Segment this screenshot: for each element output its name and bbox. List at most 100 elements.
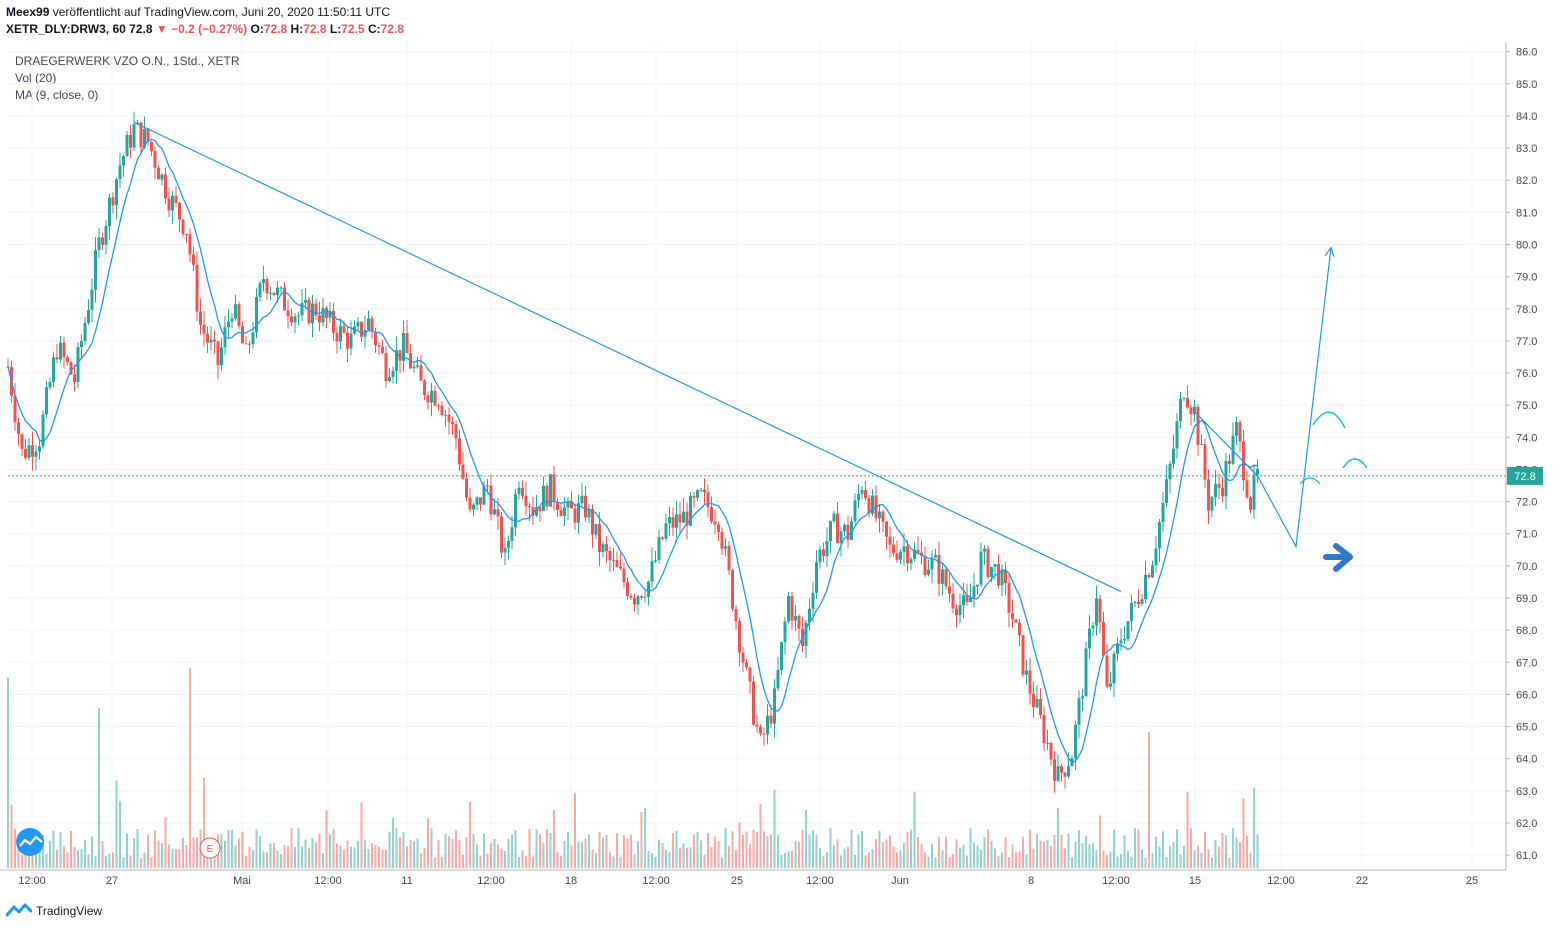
candle-body [951, 593, 955, 609]
volume-bar [413, 841, 415, 868]
candle-body [902, 546, 906, 552]
price-tick-label: 79.0 [1516, 272, 1537, 284]
candle-body [650, 561, 654, 582]
candle-body [370, 318, 374, 332]
volume-bar [10, 804, 13, 868]
volume-bar [1186, 792, 1189, 868]
candle-body [500, 516, 503, 553]
candle-body [738, 621, 741, 653]
volume-bar [759, 804, 762, 868]
ma-indicator-label[interactable]: MA (9, close, 0) [15, 88, 99, 102]
volume-bar [360, 802, 363, 868]
candle-body [633, 597, 636, 605]
volume-bar [1015, 852, 1017, 868]
volume-bar [780, 855, 783, 868]
volume-bar [1123, 835, 1126, 868]
candle-body [87, 309, 90, 324]
candle-body [111, 197, 115, 206]
candle-body [38, 446, 41, 452]
candle-body [1193, 406, 1196, 415]
volume-bar [115, 780, 118, 868]
candle-body [986, 548, 990, 578]
candle-body [286, 310, 290, 317]
volume-bar [766, 836, 769, 868]
candle-body [573, 508, 577, 523]
volume-bar [1144, 857, 1147, 868]
volume-bar [1141, 849, 1143, 868]
volume-bar [696, 831, 699, 868]
candlesticks [6, 111, 1259, 793]
candle-body [552, 474, 556, 502]
candle-body [685, 511, 689, 526]
volume-bar [875, 839, 877, 868]
volume-bar [1008, 856, 1010, 868]
candle-body [1203, 444, 1207, 480]
volume-bar [521, 850, 524, 868]
candle-body [1245, 480, 1249, 498]
candle-body [871, 495, 874, 514]
volume-bar [1183, 845, 1185, 868]
footer[interactable]: TradingView [6, 903, 102, 919]
volume-bar [367, 848, 370, 868]
candle-body [433, 390, 437, 406]
volume-bar [7, 678, 9, 868]
candle-body [678, 514, 682, 523]
candle-body [1088, 628, 1091, 649]
volume-bar [1162, 831, 1164, 868]
volume-bar [703, 855, 706, 868]
earnings-marker[interactable]: E [199, 837, 221, 859]
candle-body [556, 501, 559, 511]
volume-bar [294, 847, 296, 868]
candle-body [486, 485, 489, 487]
volume-bar [686, 847, 688, 868]
volume-bar [553, 810, 555, 868]
candle-body [1249, 497, 1252, 510]
volume-bar [672, 833, 674, 868]
price-tick-label: 77.0 [1516, 336, 1537, 348]
candle-body [157, 167, 160, 180]
volume-bar [1148, 732, 1150, 868]
candle-body [713, 521, 717, 525]
candle-body [1151, 565, 1154, 578]
volume-bar [77, 850, 79, 868]
volume-bar [1155, 836, 1157, 868]
candle-body [979, 551, 983, 585]
volume-bar [976, 845, 979, 868]
volume-bar [1050, 846, 1052, 868]
candle-body [783, 621, 787, 643]
volume-bar [623, 835, 625, 868]
volume-indicator-label[interactable]: Vol (20) [15, 71, 57, 85]
candle-body [668, 517, 671, 524]
price-chart[interactable]: 86.0 85.0 84.0 83.0 82.0 81.0 80.0 79.0 78.0 77.0… [0, 40, 1560, 890]
candle-body [265, 279, 269, 294]
candle-body [136, 122, 139, 125]
candle-body [748, 667, 752, 682]
candle-body [976, 584, 979, 587]
volume-bar [297, 828, 300, 868]
candle-body [755, 724, 759, 727]
candle-body [1189, 407, 1193, 415]
volume-bar [259, 836, 261, 868]
open-label: O: [250, 22, 264, 36]
volume-bar [325, 810, 328, 868]
volume-bar [560, 855, 562, 868]
volume-bar [399, 837, 401, 868]
candle-body [17, 422, 20, 435]
tradingview-chart-logo[interactable] [16, 828, 44, 856]
candle-body [164, 174, 167, 199]
candle-body [188, 234, 192, 255]
candle-body [829, 521, 832, 542]
candle-body [325, 308, 328, 318]
footer-brand: TradingView [36, 904, 103, 918]
volume-bar [1036, 833, 1038, 868]
candle-body [1116, 643, 1119, 654]
volume-bar [787, 851, 790, 868]
candle-body [580, 495, 584, 504]
volume-bar [987, 829, 989, 868]
candle-body [906, 546, 909, 564]
price-tick-label: 75.0 [1516, 400, 1537, 412]
volume-bar [1085, 835, 1087, 868]
chart-title[interactable]: DRAEGERWERK VZO O.N., 1Std., XETR [15, 54, 240, 68]
candle-body [640, 596, 643, 598]
candle-body [213, 339, 216, 342]
